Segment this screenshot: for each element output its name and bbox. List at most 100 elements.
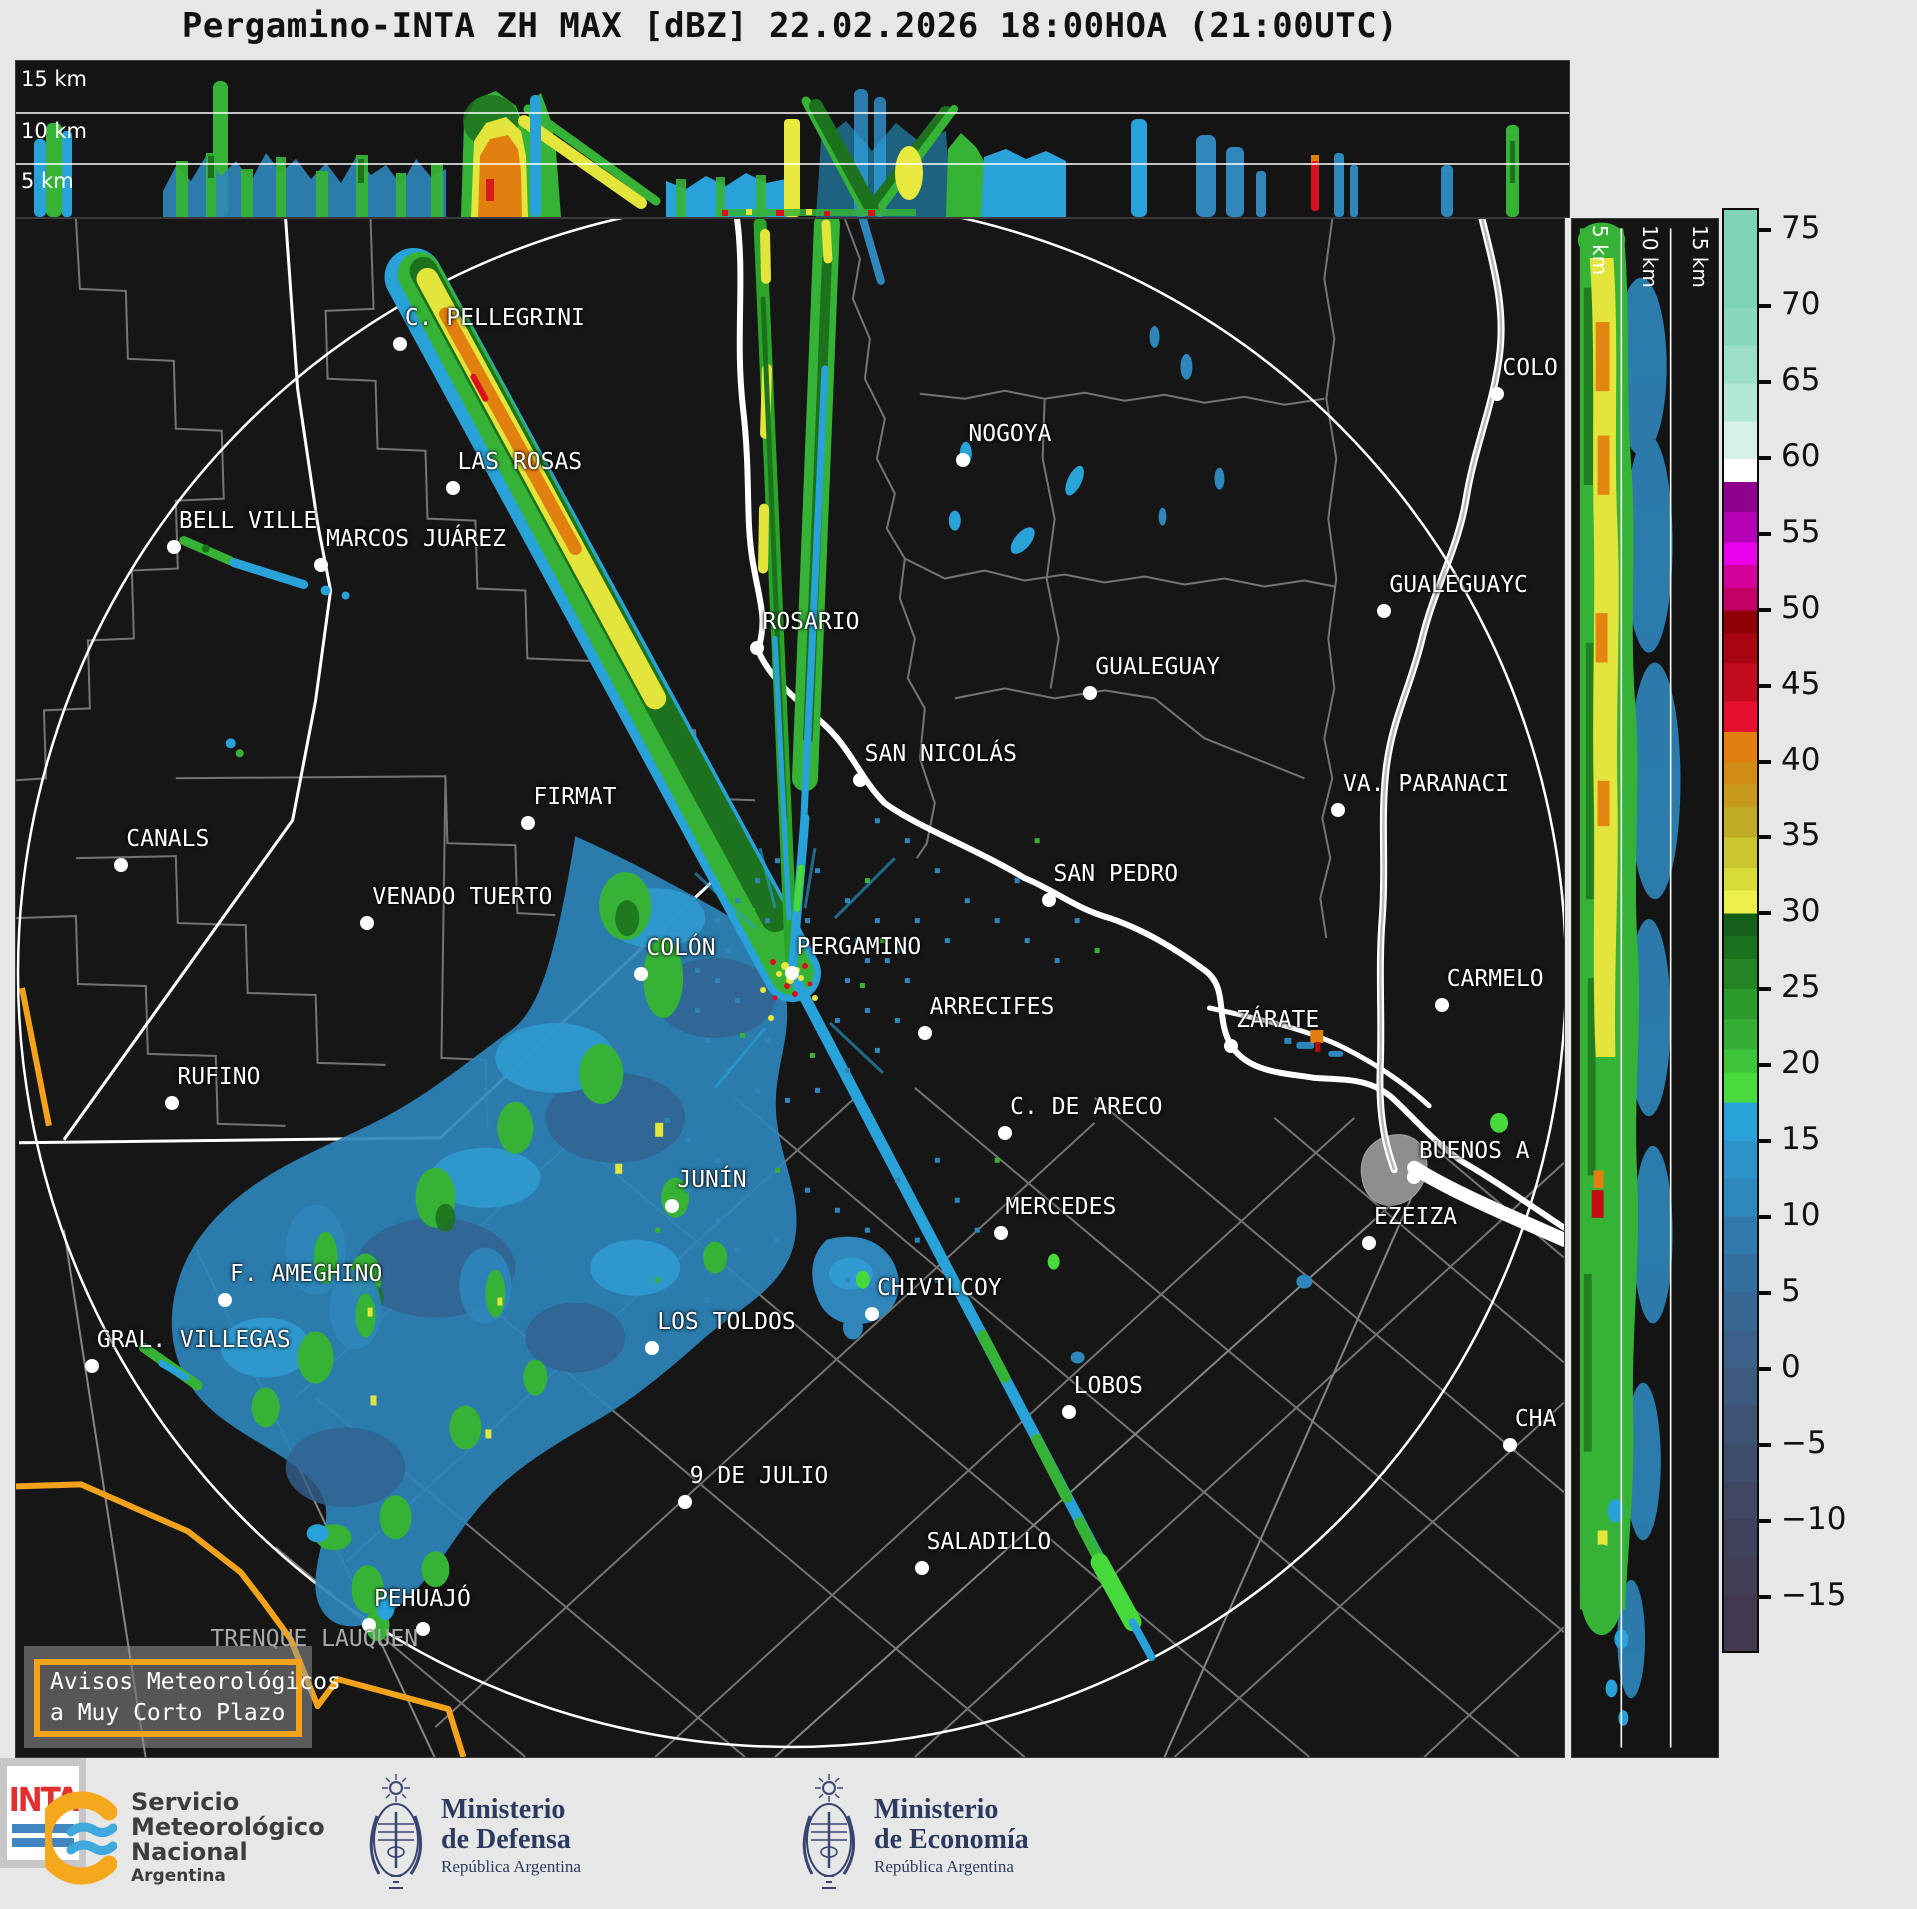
warning-polygon [16, 987, 467, 1757]
right-panel-15km-label: 15 km [1688, 225, 1712, 288]
city-dot [645, 1340, 660, 1355]
city-dot [1041, 893, 1056, 908]
colorbar-tick-mark [1759, 303, 1771, 308]
right-panel-10km-label: 10 km [1638, 225, 1662, 288]
colorbar-tick-label: −10 [1781, 1500, 1847, 1537]
city-label: BELL VILLE [178, 507, 318, 534]
colorbar-tick-mark [1759, 1215, 1771, 1220]
economia-line2: de Economía [874, 1824, 1029, 1855]
colorbar-tick-mark [1759, 759, 1771, 764]
city-marker: BUENOS A [1406, 1138, 1530, 1185]
city-marker: F. AMEGHINO [217, 1261, 382, 1308]
city-label: CHIVILCOY [877, 1275, 1002, 1302]
top-panel-15km-label: 15 km [21, 67, 88, 91]
top-cross-section-plot [16, 81, 1569, 217]
city-label: COLO [1502, 355, 1558, 382]
city-marker: CHIVILCOY [865, 1275, 1002, 1322]
colorbar-tick-mark [1759, 1291, 1771, 1296]
city-dot [445, 481, 460, 496]
city-marker: GRAL. VILLEGAS [84, 1327, 291, 1374]
colorbar-tick-label: 60 [1781, 437, 1821, 474]
echo-clutter-center [655, 818, 1100, 1313]
city-label: COLÓN [646, 935, 716, 962]
warning-overlay-border: Avisos Meteorológicos a Muy Corto Plazo [34, 1659, 341, 1737]
city-dot [165, 1096, 180, 1111]
economia-line3: República Argentina [874, 1857, 1014, 1877]
defensa-line2: de Defensa [441, 1824, 571, 1855]
city-dot [84, 1359, 99, 1374]
city-label: CANALS [126, 825, 210, 852]
colorbar-tick-label: 40 [1781, 741, 1821, 778]
colorbar-tick-label: 10 [1781, 1197, 1821, 1234]
city-marker: TRENQUE LAUQUEN [210, 1622, 431, 1652]
city-label: LOBOS [1073, 1373, 1143, 1400]
economia-line1: Ministerio [874, 1793, 999, 1825]
city-marker: VENADO TUERTO [360, 884, 552, 931]
city-dot [521, 816, 536, 831]
city-label: LAS ROSAS [457, 449, 583, 476]
city-marker: ARRECIFES [917, 994, 1054, 1040]
city-dot [1083, 685, 1098, 700]
city-label: RUFINO [177, 1064, 261, 1091]
city-marker: BELL VILLE [166, 508, 317, 554]
defensa-line3: República Argentina [441, 1857, 581, 1877]
city-marker: VA. PARANACI [1330, 771, 1509, 817]
colorbar-tick-label: −15 [1781, 1576, 1847, 1613]
city-dot [166, 539, 181, 554]
city-label: EZEIZA [1373, 1204, 1458, 1231]
city-label: JUNÍN [677, 1167, 747, 1194]
colorbar-tick-mark [1759, 683, 1771, 688]
city-marker: MERCEDES [993, 1194, 1116, 1240]
city-dot [865, 1307, 880, 1322]
smn-name-line3: Nacional [131, 1838, 248, 1867]
colorbar-tick-label: 55 [1781, 513, 1821, 550]
city-dot [634, 967, 649, 982]
city-dot [914, 1560, 929, 1575]
city-dot [956, 453, 971, 468]
colorbar-tick-label: 5 [1781, 1273, 1801, 1310]
colorbar-tick-mark [1759, 987, 1771, 992]
colorbar-tick-mark [1759, 1594, 1771, 1599]
economia-logo: Ministerio de Economía República Argenti… [798, 1772, 1029, 1900]
top-cross-section-panel: 15 km 10 km 5 km [15, 60, 1570, 218]
city-label: ROSARIO [762, 609, 860, 636]
city-marker: ROSARIO [750, 609, 859, 656]
city-dot [665, 1199, 680, 1214]
defensa-line1: Ministerio [441, 1793, 566, 1825]
city-label: LOS TOLDOS [657, 1308, 796, 1335]
city-dot [1330, 802, 1345, 817]
echo-scattered [138, 325, 1509, 1642]
city-marker: COLÓN [634, 935, 716, 982]
radar-map-panel: C. PELLEGRINI LAS ROSAS BELL VILLE MARCO… [15, 218, 1565, 1758]
city-label: MERCEDES [1005, 1193, 1117, 1220]
city-label: C. DE ARECO [1010, 1093, 1163, 1120]
colorbar-tick-mark [1759, 835, 1771, 840]
city-label: MARCOS JUÁREZ [325, 526, 506, 553]
city-marker: FIRMAT [521, 784, 616, 831]
warning-overlay-box: Avisos Meteorológicos a Muy Corto Plazo [24, 1646, 341, 1748]
colorbar-tick-label: 0 [1781, 1348, 1801, 1385]
colorbar-tick-mark [1759, 1366, 1771, 1371]
echo-spike-se [786, 967, 1156, 1662]
city-marker: JUNÍN [665, 1167, 747, 1214]
colorbar-tick-mark [1759, 455, 1771, 460]
city-label: BUENOS A [1418, 1138, 1530, 1165]
city-marker: C. PELLEGRINI [392, 305, 585, 351]
city-dot [392, 336, 407, 351]
city-label: PEHUAJÓ [373, 1585, 471, 1612]
city-dot [784, 965, 799, 980]
colorbar: 75 70 65 60 55 50 45 [1722, 208, 1917, 1653]
smn-name-line1: Servicio [131, 1788, 240, 1817]
city-label: GUALEGUAYC [1389, 572, 1528, 599]
colorbar-tick-mark [1759, 1063, 1771, 1068]
city-marker: LAS ROSAS [445, 449, 582, 496]
smn-c-icon [45, 1791, 117, 1885]
city-label: F. AMEGHINO [229, 1261, 383, 1288]
city-label: NOGOYA [968, 421, 1052, 448]
city-label: VENADO TUERTO [372, 884, 553, 911]
city-marker: GUALEGUAYC [1377, 572, 1528, 619]
radar-range-ring [16, 219, 1564, 1749]
city-dot [1502, 1437, 1517, 1452]
smn-country: Argentina [131, 1866, 226, 1887]
city-label: GUALEGUAY [1095, 653, 1220, 680]
